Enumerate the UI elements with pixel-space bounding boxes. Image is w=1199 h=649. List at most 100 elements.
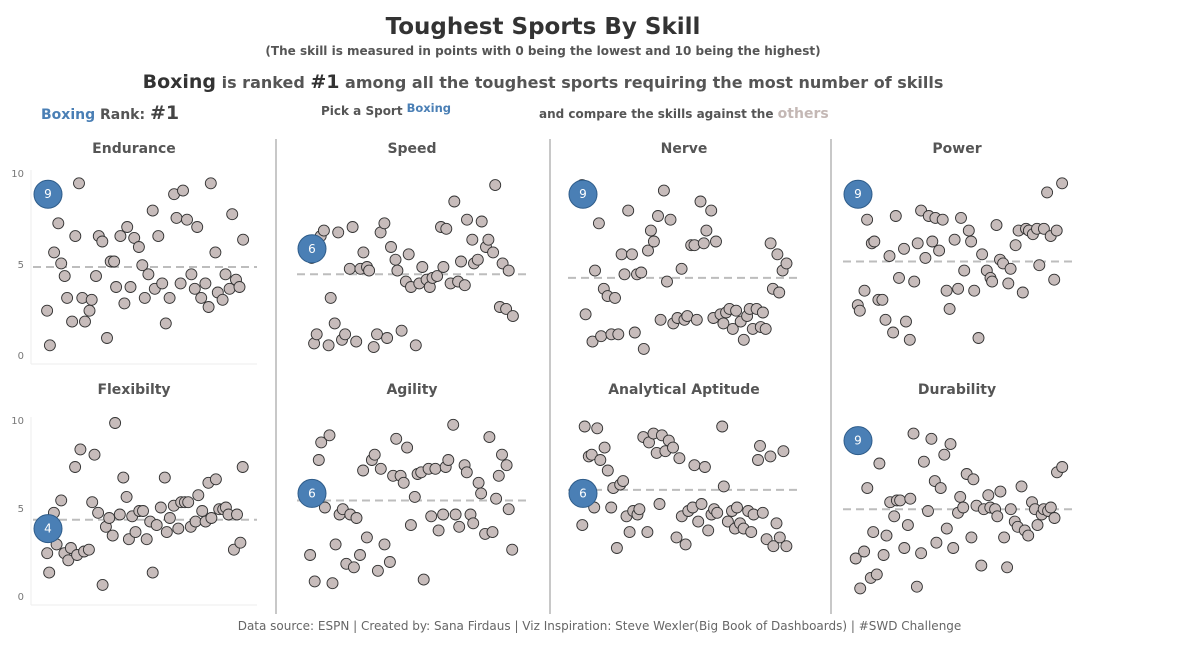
highlight-point[interactable] (297, 234, 327, 264)
sport-point[interactable] (492, 469, 505, 482)
sport-point[interactable] (900, 315, 912, 328)
sport-point[interactable] (661, 275, 673, 288)
highlight-point[interactable] (568, 478, 598, 508)
sport-point[interactable] (853, 304, 866, 317)
sport-point[interactable] (968, 284, 981, 297)
sport-point[interactable] (642, 244, 654, 257)
sport-point[interactable] (972, 332, 985, 344)
sport-point[interactable] (688, 459, 701, 472)
sport-point[interactable] (137, 505, 149, 517)
sport-point[interactable] (425, 510, 438, 523)
sport-point[interactable] (926, 235, 939, 248)
sport-point[interactable] (598, 441, 611, 454)
sport-point[interactable] (205, 512, 218, 524)
sport-point[interactable] (690, 313, 703, 326)
sport-point[interactable] (975, 559, 988, 572)
sport-point[interactable] (371, 328, 383, 341)
sport-point[interactable] (695, 498, 708, 510)
sport-point[interactable] (447, 418, 460, 431)
sport-point[interactable] (880, 529, 893, 542)
sport-point[interactable] (437, 261, 450, 273)
sport-point[interactable] (328, 317, 341, 330)
sport-point[interactable] (868, 235, 881, 248)
sport-point[interactable] (759, 322, 772, 335)
sport-point[interactable] (326, 577, 339, 590)
sport-point[interactable] (236, 461, 249, 473)
sport-point[interactable] (114, 230, 127, 243)
sport-point[interactable] (96, 235, 109, 248)
sport-point[interactable] (605, 501, 618, 514)
sport-point[interactable] (437, 508, 450, 521)
sport-point[interactable] (578, 420, 591, 433)
sport-point[interactable] (654, 313, 667, 326)
sport-point[interactable] (55, 257, 68, 270)
sport-point[interactable] (324, 291, 337, 304)
sport-point[interactable] (172, 522, 185, 535)
sport-point[interactable] (1044, 501, 1057, 514)
sport-point[interactable] (69, 230, 82, 243)
sport-point[interactable] (922, 505, 934, 517)
sport-point[interactable] (466, 233, 479, 246)
sport-point[interactable] (888, 510, 901, 523)
sport-point[interactable] (1009, 239, 1022, 252)
sport-point[interactable] (395, 324, 408, 337)
sport-point[interactable] (591, 422, 604, 435)
sport-point[interactable] (780, 257, 793, 270)
sport-point[interactable] (69, 461, 82, 473)
sport-point[interactable] (731, 501, 743, 514)
sport-point[interactable] (182, 496, 195, 509)
sport-point[interactable] (858, 545, 871, 558)
sport-point[interactable] (170, 211, 183, 224)
sport-point[interactable] (958, 264, 971, 277)
sport-point[interactable] (889, 210, 902, 222)
sport-point[interactable] (202, 301, 215, 313)
sport-point[interactable] (397, 476, 410, 489)
sport-point[interactable] (118, 297, 131, 310)
sport-point[interactable] (317, 224, 330, 237)
sport-point[interactable] (887, 326, 900, 339)
sport-point[interactable] (955, 211, 967, 224)
sport-point[interactable] (898, 542, 911, 554)
sport-point[interactable] (152, 230, 165, 243)
sport-point[interactable] (976, 248, 989, 261)
sport-point[interactable] (117, 471, 130, 484)
highlight-point[interactable] (33, 179, 63, 209)
sport-point[interactable] (374, 462, 387, 475)
sport-point[interactable] (41, 304, 54, 317)
sport-point[interactable] (854, 582, 867, 595)
sport-point[interactable] (908, 275, 921, 288)
sport-point[interactable] (615, 248, 628, 261)
sport-point[interactable] (767, 540, 780, 553)
sport-point[interactable] (332, 226, 345, 239)
sport-point[interactable] (350, 335, 363, 348)
sport-point[interactable] (440, 222, 453, 235)
sport-point[interactable] (612, 328, 625, 341)
sport-point[interactable] (771, 248, 784, 261)
sport-point[interactable] (471, 253, 484, 266)
sport-point[interactable] (1015, 480, 1028, 493)
highlight-point[interactable] (297, 478, 327, 508)
sport-point[interactable] (673, 452, 686, 465)
sport-point[interactable] (146, 566, 159, 579)
sport-point[interactable] (780, 540, 793, 553)
sport-point[interactable] (990, 219, 1003, 232)
sport-point[interactable] (679, 538, 692, 551)
sport-point[interactable] (586, 335, 599, 348)
sport-point[interactable] (163, 291, 176, 304)
sport-point[interactable] (1037, 222, 1050, 235)
sport-point[interactable] (101, 332, 113, 344)
sport-point[interactable] (192, 489, 205, 502)
sport-point[interactable] (86, 496, 99, 509)
sport-point[interactable] (1001, 561, 1014, 574)
sport-point[interactable] (209, 246, 222, 259)
sport-point[interactable] (475, 487, 488, 500)
sport-point[interactable] (160, 526, 173, 539)
sport-point[interactable] (967, 473, 980, 486)
sport-point[interactable] (417, 573, 430, 586)
sport-point[interactable] (48, 246, 61, 259)
sport-point[interactable] (870, 568, 883, 581)
sport-point[interactable] (752, 454, 764, 466)
sport-point[interactable] (416, 261, 429, 273)
sport-point[interactable] (957, 501, 970, 514)
sport-point[interactable] (754, 439, 766, 452)
